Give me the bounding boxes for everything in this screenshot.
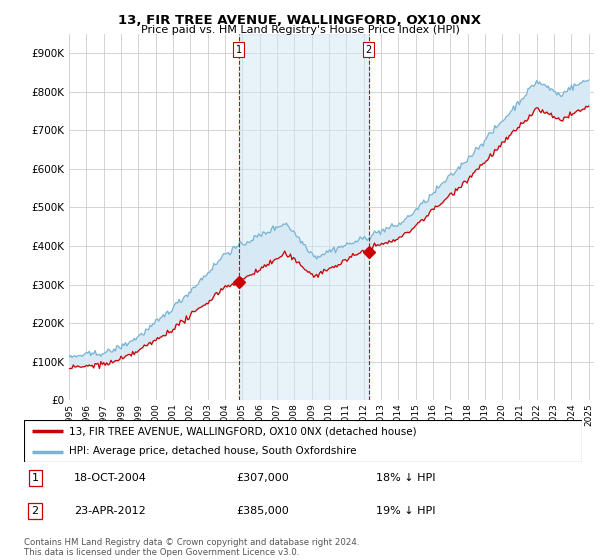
Text: 13, FIR TREE AVENUE, WALLINGFORD, OX10 0NX: 13, FIR TREE AVENUE, WALLINGFORD, OX10 0…	[119, 14, 482, 27]
Text: 2: 2	[32, 506, 39, 516]
Text: Contains HM Land Registry data © Crown copyright and database right 2024.
This d: Contains HM Land Registry data © Crown c…	[24, 538, 359, 557]
Text: 18% ↓ HPI: 18% ↓ HPI	[376, 473, 435, 483]
Text: HPI: Average price, detached house, South Oxfordshire: HPI: Average price, detached house, Sout…	[68, 446, 356, 456]
Text: 19% ↓ HPI: 19% ↓ HPI	[376, 506, 435, 516]
Text: 13, FIR TREE AVENUE, WALLINGFORD, OX10 0NX (detached house): 13, FIR TREE AVENUE, WALLINGFORD, OX10 0…	[68, 426, 416, 436]
Text: £385,000: £385,000	[236, 506, 289, 516]
Text: 18-OCT-2004: 18-OCT-2004	[74, 473, 147, 483]
Text: £307,000: £307,000	[236, 473, 289, 483]
Text: 1: 1	[32, 473, 38, 483]
Bar	[239, 34, 369, 400]
Text: 23-APR-2012: 23-APR-2012	[74, 506, 146, 516]
Text: Price paid vs. HM Land Registry's House Price Index (HPI): Price paid vs. HM Land Registry's House …	[140, 25, 460, 35]
Text: 2: 2	[365, 45, 372, 55]
Text: 1: 1	[236, 45, 242, 55]
